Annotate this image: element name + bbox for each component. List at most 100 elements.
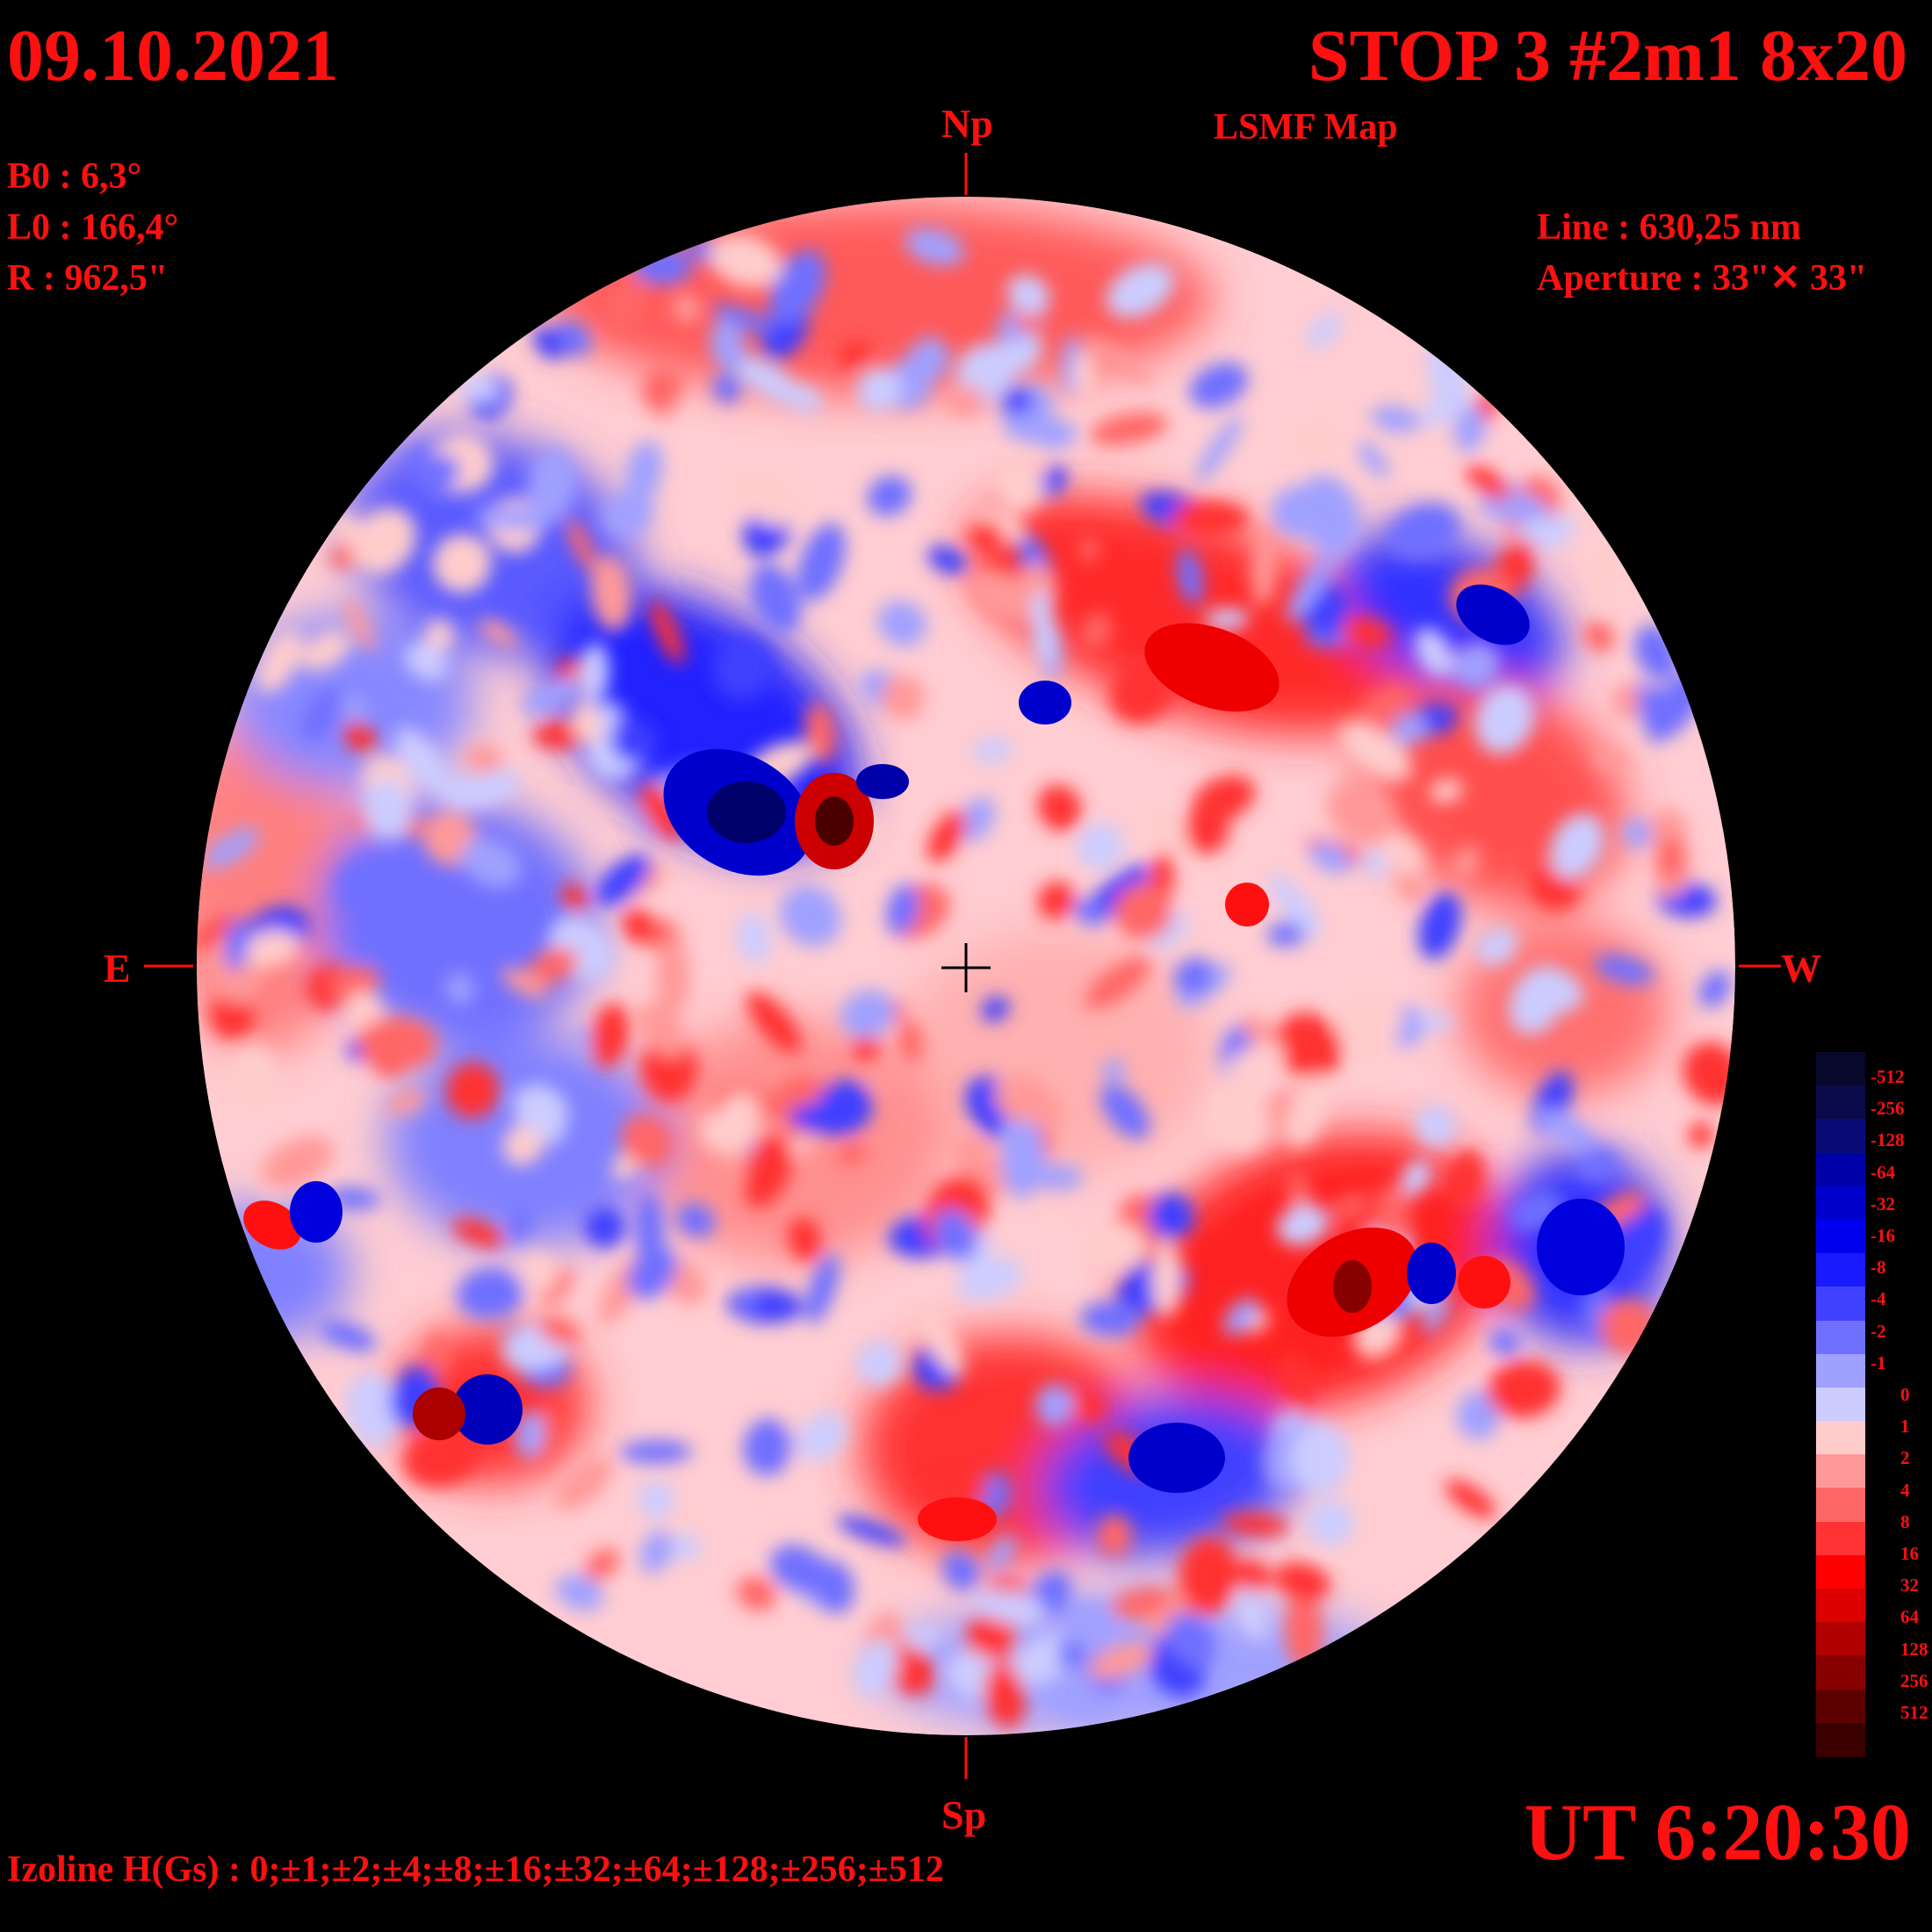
field-speckle [1360, 685, 1412, 722]
field-speckle [1535, 1108, 1596, 1152]
field-speckle [1194, 415, 1244, 484]
b0-parameter: B0 : 6,3° [7, 156, 142, 197]
color-scale-step [1816, 1554, 1865, 1590]
field-speckle [746, 991, 802, 1054]
active-region-core [451, 1374, 523, 1445]
field-speckle [1370, 405, 1421, 433]
field-speckle [479, 619, 519, 648]
l0-parameter: L0 : 166,4° [7, 207, 179, 248]
field-region [968, 494, 1403, 735]
field-speckle [1000, 386, 1034, 415]
field-speckle [340, 696, 368, 721]
field-speckle [1594, 954, 1655, 985]
field-speckle [836, 1516, 906, 1546]
field-speckle [898, 1020, 924, 1064]
field-speckle [1272, 486, 1324, 538]
field-speckle [1574, 1148, 1619, 1183]
field-speckle [1085, 956, 1151, 1009]
field-speckle [984, 1663, 1026, 1729]
east-label: E [104, 946, 131, 991]
field-speckle [1089, 412, 1169, 446]
color-scale-step [1816, 1253, 1865, 1288]
field-speckle [967, 1613, 1012, 1659]
field-speckle [934, 1208, 977, 1261]
field-speckle [671, 293, 702, 323]
field-speckle [910, 336, 950, 380]
field-speckle [529, 947, 579, 984]
field-speckle [1289, 1423, 1350, 1494]
field-speckle [452, 1218, 504, 1248]
field-speckle [1591, 747, 1629, 771]
field-speckle [535, 1091, 566, 1145]
field-speckle [464, 744, 503, 775]
field-speckle [867, 475, 912, 516]
color-scale-step [1816, 1655, 1865, 1690]
active-region-core [290, 1181, 342, 1243]
field-speckle [1170, 501, 1250, 537]
color-scale-label: 1 [1900, 1416, 1910, 1438]
field-speckle [836, 1141, 868, 1166]
color-scale-label: 16 [1900, 1543, 1919, 1564]
color-scale-step [1816, 1387, 1865, 1423]
field-speckle [1148, 1193, 1194, 1240]
field-speckle [1338, 721, 1412, 782]
field-speckle [1414, 627, 1453, 678]
field-speckle [243, 929, 300, 968]
field-speckle [1036, 466, 1068, 499]
field-speckle [1073, 898, 1107, 926]
field-speckle [1611, 682, 1640, 719]
field-speckle [1688, 1121, 1713, 1149]
field-speckle [555, 1457, 613, 1510]
field-speckle [350, 507, 417, 575]
field-speckle [710, 319, 746, 372]
field-speckle [642, 366, 681, 412]
field-speckle [319, 1321, 377, 1352]
field-speckle [1106, 263, 1175, 319]
field-speckle [1273, 1561, 1331, 1601]
field-speckle [1280, 1351, 1314, 1410]
field-speckle [769, 249, 826, 324]
field-speckle [1401, 1158, 1433, 1197]
color-scale-label: 64 [1900, 1606, 1919, 1628]
field-speckle [638, 1481, 674, 1519]
field-speckle [603, 278, 647, 332]
field-speckle [880, 674, 925, 721]
field-speckle [1096, 1514, 1133, 1558]
field-speckle [1274, 1012, 1343, 1079]
active-region-core [707, 782, 786, 843]
field-speckle [1308, 842, 1353, 874]
field-speckle [458, 375, 501, 402]
field-speckle [742, 1131, 793, 1208]
color-scale-step [1816, 1589, 1865, 1624]
color-scale-label: -64 [1871, 1161, 1895, 1183]
aperture-parameter: Aperture : 33"✕ 33" [1537, 258, 1868, 299]
west-label: W [1781, 946, 1821, 991]
color-scale-step [1816, 1219, 1865, 1255]
field-speckle [621, 1114, 674, 1168]
field-speckle [981, 996, 1010, 1022]
field-speckle [1073, 350, 1097, 400]
field-speckle [1415, 1104, 1457, 1148]
field-speckle [580, 642, 609, 703]
field-speckle [1327, 781, 1395, 843]
field-speckle [732, 355, 806, 407]
field-speckle [1420, 386, 1471, 427]
field-speckle [794, 386, 822, 415]
field-speckle [854, 1640, 898, 1698]
field-speckle [1000, 1119, 1045, 1199]
field-speckle [1287, 1171, 1310, 1213]
active-region-core [1225, 883, 1269, 926]
field-speckle [514, 1410, 544, 1459]
color-scale-label: -32 [1871, 1193, 1895, 1215]
field-speckle [1445, 1479, 1496, 1519]
field-speckle [1277, 1204, 1330, 1246]
active-region-core [1333, 1260, 1372, 1313]
color-scale-step [1816, 1152, 1865, 1187]
color-scale-step [1816, 1353, 1865, 1388]
field-speckle [446, 973, 475, 1006]
field-speckle [1035, 1383, 1074, 1427]
field-speckle [527, 448, 577, 523]
field-speckle [655, 937, 690, 1019]
field-speckle [650, 599, 685, 665]
field-speckle [1284, 1591, 1324, 1671]
